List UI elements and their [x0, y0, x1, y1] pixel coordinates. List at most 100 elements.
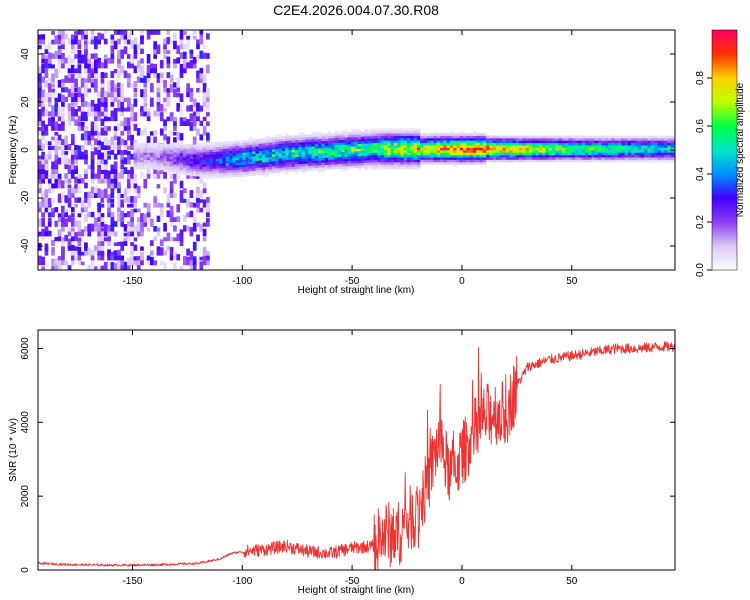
spectrogram-cell [640, 135, 645, 139]
spectrogram-cell [551, 140, 556, 144]
spectrogram-cell [143, 110, 148, 117]
spectrogram-cell [416, 142, 421, 146]
spectrogram-cell [268, 147, 273, 150]
spectrogram-cell [87, 198, 92, 208]
spectrogram-cell [551, 159, 556, 163]
spectrogram-cell [51, 73, 55, 83]
spectrogram-cell [47, 88, 52, 98]
spectrogram-cell [255, 170, 260, 173]
spectrogram-cell [660, 142, 665, 146]
spectrogram-cell [268, 154, 273, 158]
spectrogram-cell [189, 158, 194, 162]
spectrogram-cell [403, 145, 408, 148]
spectrogram-cell [258, 155, 263, 159]
spectrogram-cell [110, 219, 115, 227]
spectrogram-cell [354, 136, 358, 140]
spectrogram-cell [77, 239, 82, 246]
spectrogram-cell [146, 145, 151, 148]
spectrogram-cell [103, 137, 108, 146]
spectrogram-cell [57, 173, 62, 179]
spectrogram-cell [255, 143, 260, 147]
spectrogram-cell [291, 156, 296, 160]
spectrogram-cell [107, 117, 111, 122]
x-tick-label: -50 [345, 276, 360, 287]
spectrogram-cell [495, 138, 500, 141]
spectrogram-cell [621, 147, 625, 151]
spectrogram-cell [347, 139, 352, 143]
spectrogram-cell [565, 140, 569, 144]
spectrogram-cell [298, 154, 302, 157]
spectrogram-cell [479, 152, 484, 156]
spectrogram-cell [469, 145, 474, 148]
spectrogram-cell [103, 150, 108, 160]
spectrogram-cell [341, 161, 345, 165]
spectrogram-cell [70, 155, 75, 165]
spectrogram-cell [617, 138, 622, 141]
spectrogram-cell [403, 152, 408, 156]
spectrogram-cell [222, 148, 227, 152]
spectrogram-cell [156, 150, 161, 153]
spectrogram-cell [278, 146, 283, 149]
spectrogram-cell [100, 104, 105, 112]
spectrogram-cell [581, 135, 586, 139]
spectrogram-cell [64, 218, 69, 227]
spectrogram-cell [156, 96, 161, 102]
spectrogram-cell [561, 135, 566, 139]
spectrogram-cell [413, 128, 418, 132]
spectrogram-cell [41, 89, 45, 98]
spectrogram-cell [351, 139, 355, 142]
x-tick-label: 50 [566, 576, 578, 587]
spectrogram-cell [601, 140, 606, 144]
spectrogram-cell [44, 124, 49, 131]
spectrogram-cell [314, 165, 319, 168]
spectrogram-cell [103, 112, 108, 122]
spectrogram-cell [291, 137, 296, 141]
spectrogram-cell [176, 204, 181, 213]
spectrogram-cell [364, 143, 368, 147]
spectrogram-cell [420, 157, 424, 160]
spectrogram-cell [189, 125, 194, 131]
spectrogram-cell [271, 144, 276, 148]
spectrogram-cell [327, 135, 332, 139]
spectrogram-cell [61, 125, 65, 131]
spectrogram-cell [70, 234, 75, 242]
spectrogram-cell [133, 154, 138, 158]
spectrogram-cell [179, 143, 184, 146]
spectrogram-cell [555, 152, 559, 156]
spectrogram-cell [311, 160, 316, 164]
spectrogram-cell [110, 212, 115, 222]
spectrogram-cell [202, 173, 207, 177]
spectrogram-cell [196, 144, 200, 148]
spectrogram-cell [416, 147, 421, 151]
spectrogram-cell [192, 116, 197, 126]
spectrogram-cell [443, 162, 447, 165]
spectrogram-cell [327, 142, 332, 146]
spectrogram-cell [54, 258, 59, 266]
spectrogram-cell [624, 145, 629, 148]
spectrogram-cell [377, 145, 382, 148]
spectrogram-cell [113, 242, 118, 246]
spectrogram-cell [130, 216, 134, 222]
spectrogram-cell [654, 138, 658, 141]
spectrogram-cell [202, 99, 207, 107]
spectrogram-cell [136, 142, 141, 146]
spectrogram-cell [196, 222, 200, 227]
spectrogram-cell [459, 154, 464, 158]
spectrogram-cell [367, 155, 372, 158]
spectrogram-cell [657, 145, 662, 148]
spectrogram-cell [51, 116, 55, 122]
spectrogram-cell [38, 68, 42, 78]
spectrogram-cell [614, 147, 619, 151]
spectrogram-cell [179, 136, 184, 146]
spectrogram-cell [77, 225, 82, 232]
spectrogram-cell [673, 152, 675, 156]
colorbar: 0.00.20.40.60.8 Normalized spectral ampl… [695, 29, 746, 277]
spectrogram-cell [482, 150, 487, 153]
spectrogram-cell [545, 152, 550, 156]
spectrogram-cell [110, 251, 115, 256]
spectrogram-cell [120, 83, 125, 93]
spectrogram-cell [631, 140, 635, 144]
spectrogram-cell [100, 102, 105, 107]
spectrogram-cell [291, 159, 296, 162]
spectrogram-cell [242, 140, 246, 144]
